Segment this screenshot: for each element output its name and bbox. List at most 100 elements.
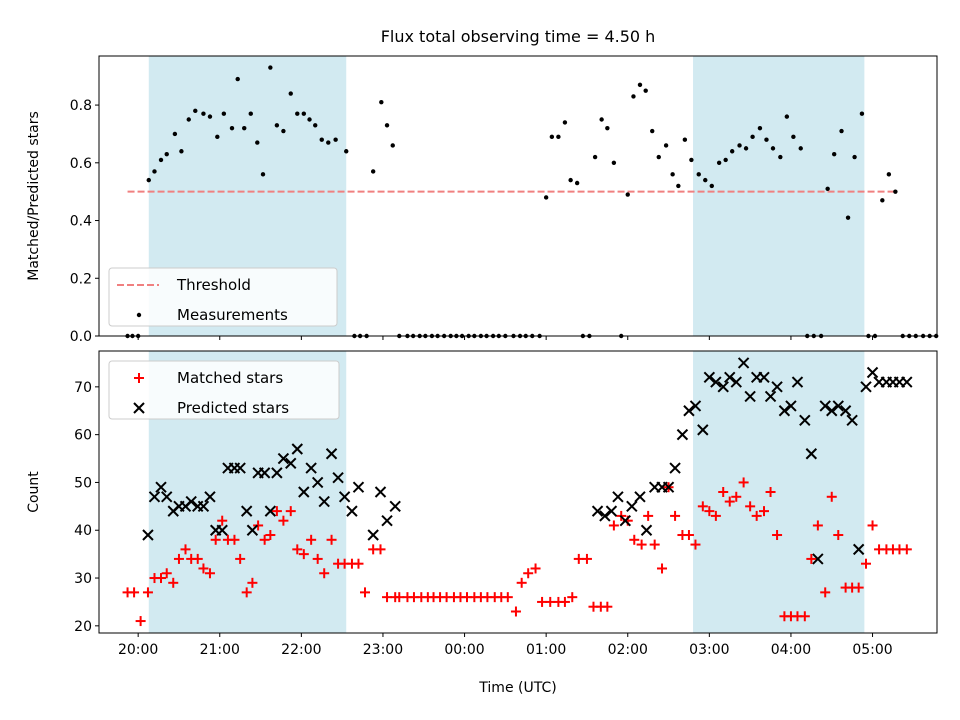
plot-series — [125, 65, 939, 339]
predicted-star-point — [799, 414, 811, 427]
measurement-point — [295, 111, 300, 116]
matched-star-point — [129, 587, 140, 598]
x-marker-b — [298, 486, 310, 498]
matched-star-point — [285, 506, 296, 517]
matched-star-point — [867, 520, 878, 531]
matched-star-point — [217, 515, 228, 526]
predicted-star-point — [819, 400, 831, 412]
y-axis-label: Count — [26, 471, 42, 513]
predicted-star-point — [234, 462, 246, 474]
measurement-point — [643, 88, 648, 93]
predicted-star-point — [311, 476, 324, 489]
matched-star-point — [319, 568, 330, 579]
x-marker-b — [812, 553, 824, 565]
legend-entry: Threshold — [176, 276, 251, 294]
y-tick-label: 0.4 — [70, 214, 92, 230]
x-tick-label: 05:00 — [852, 642, 892, 658]
predicted-star-point — [338, 491, 351, 503]
measurement-point — [379, 99, 384, 105]
measurement-point — [743, 146, 749, 151]
x-marker-b — [133, 402, 145, 414]
matched-star-point — [812, 520, 823, 531]
x-marker-b — [285, 457, 297, 470]
axes-frame — [98, 55, 938, 337]
x-marker-b — [346, 505, 358, 517]
measurement-point — [164, 151, 169, 157]
matched-star-point — [806, 553, 817, 564]
x-tick-label: 00:00 — [444, 642, 484, 658]
x-marker-b — [697, 424, 709, 436]
measurement-point — [757, 125, 763, 131]
predicted-star-point — [717, 381, 729, 393]
measurement-point — [696, 172, 701, 177]
y-tick-label: 0.2 — [70, 271, 92, 287]
matched-star-point — [292, 544, 303, 555]
measurement-point — [549, 134, 555, 140]
matched-star-point — [306, 534, 317, 545]
matched-star-point — [353, 558, 364, 569]
measurement-point — [313, 123, 318, 128]
predicted-star-point — [271, 467, 283, 479]
x-marker-b — [258, 467, 271, 479]
chart-title: Flux total observing time = 4.50 h — [381, 27, 656, 46]
plot-series — [122, 357, 913, 627]
legend: Matched stars Predicted stars — [108, 360, 340, 420]
matched-star-point — [772, 530, 783, 541]
predicted-star-point — [771, 381, 783, 393]
predicted-star-point — [634, 491, 646, 503]
predicted-star-point — [737, 357, 750, 369]
legend: Threshold Measurements — [108, 267, 338, 327]
x-marker-b — [737, 357, 750, 369]
predicted-star-point — [204, 491, 216, 503]
measurement-point — [611, 160, 617, 166]
predicted-star-point — [839, 405, 852, 417]
matched-star-point — [241, 587, 252, 598]
predicted-star-point — [148, 491, 161, 503]
x-marker-b — [634, 491, 646, 503]
x-marker-b — [764, 390, 777, 403]
matched-star-point — [765, 487, 776, 497]
y-tick-label: 0.0 — [70, 329, 92, 345]
predicted-star-point — [298, 486, 310, 498]
predicted-star-point — [805, 448, 818, 460]
predicted-star-point — [161, 491, 173, 503]
legend-entry: Predicted stars — [177, 399, 289, 417]
highlight-span — [693, 56, 865, 336]
predicted-star-point — [264, 505, 277, 517]
matched-star-point — [608, 520, 619, 531]
matched-star-point — [298, 549, 309, 560]
matched-star-point — [360, 587, 371, 598]
matched-star-point — [901, 544, 912, 555]
x-marker-b — [758, 371, 770, 383]
predicted-star-point — [710, 376, 722, 388]
y-axis-ticks: 0.0 0.2 0.4 0.6 0.8 — [70, 98, 99, 345]
predicted-star-point — [367, 529, 379, 541]
measurement-point — [625, 192, 630, 197]
measurement-point — [574, 180, 580, 186]
predicted-star-point — [730, 376, 742, 388]
predicted-star-point — [318, 495, 330, 508]
x-marker-b — [305, 462, 317, 474]
matched-star-point — [210, 534, 221, 545]
predicted-star-point — [197, 500, 210, 513]
x-marker-b — [791, 376, 804, 388]
measurement-point — [179, 149, 184, 154]
matched-star-point — [530, 563, 541, 574]
x-tick-label: 21:00 — [200, 642, 240, 658]
matched-star-point — [697, 501, 708, 512]
measurement-point — [152, 169, 157, 174]
matched-star-point — [683, 530, 694, 541]
predicted-star-point — [612, 491, 624, 503]
measurement-point — [319, 137, 324, 142]
x-marker-b — [332, 471, 344, 484]
x-marker-b — [640, 524, 653, 536]
x-marker-b — [204, 491, 216, 503]
x-tick-label: 23:00 — [363, 642, 403, 658]
matched-star-point — [192, 553, 203, 564]
x-tick-label: 22:00 — [281, 642, 321, 658]
predicted-star-point — [346, 505, 358, 517]
measurement-point — [158, 157, 164, 163]
y-tick-label: 0.8 — [70, 98, 92, 114]
matched-star-point — [247, 577, 258, 588]
x-marker-b — [744, 390, 756, 403]
